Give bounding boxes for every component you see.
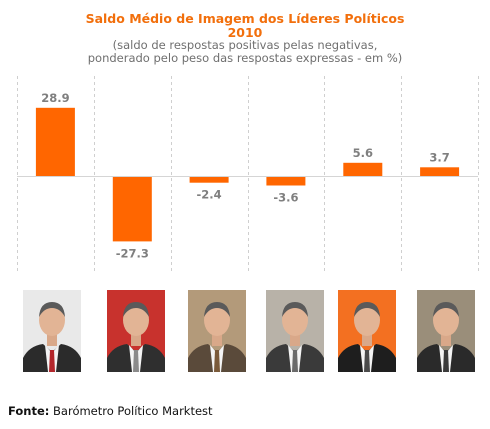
- bar: [266, 177, 306, 186]
- bar: [343, 162, 383, 176]
- chart-subtitle-line-2: ponderado pelo peso das respostas expres…: [87, 51, 403, 65]
- chart-subtitle-line-1: (saldo de respostas positivas pelas nega…: [112, 38, 378, 52]
- bar-chart: 28.9 -27.3 -2.4 -3.6 5.6 3.7: [17, 76, 479, 272]
- politician-portrait-3-icon: [188, 290, 246, 372]
- data-label: -3.6: [273, 191, 298, 205]
- source-note: Fonte: Barómetro Político Marktest: [8, 404, 213, 418]
- data-label: 3.7: [429, 150, 449, 164]
- bar: [112, 177, 152, 242]
- politician-portrait-2-icon: [107, 290, 165, 372]
- data-label: 5.6: [353, 146, 373, 160]
- chart-title-year: 2010: [227, 25, 263, 40]
- bar: [189, 177, 229, 183]
- politician-portrait-1-icon: [23, 290, 81, 372]
- source-label: Fonte:: [8, 404, 50, 418]
- politician-portrait-6-icon: [417, 290, 475, 372]
- data-label: 28.9: [41, 91, 69, 105]
- chart-subtitle: (saldo de respostas positivas pelas nega…: [0, 39, 490, 65]
- bar: [420, 167, 460, 176]
- politician-portrait-4-icon: [266, 290, 324, 372]
- chart-title: Saldo Médio de Imagem dos Líderes Políti…: [0, 12, 490, 40]
- politician-portrait-5-icon: [338, 290, 396, 372]
- bar: [35, 107, 75, 176]
- chart-title-text: Saldo Médio de Imagem dos Líderes Políti…: [85, 11, 405, 26]
- source-text: Barómetro Político Marktest: [53, 404, 213, 418]
- data-label: -27.3: [116, 246, 149, 260]
- data-label: -2.4: [197, 188, 222, 202]
